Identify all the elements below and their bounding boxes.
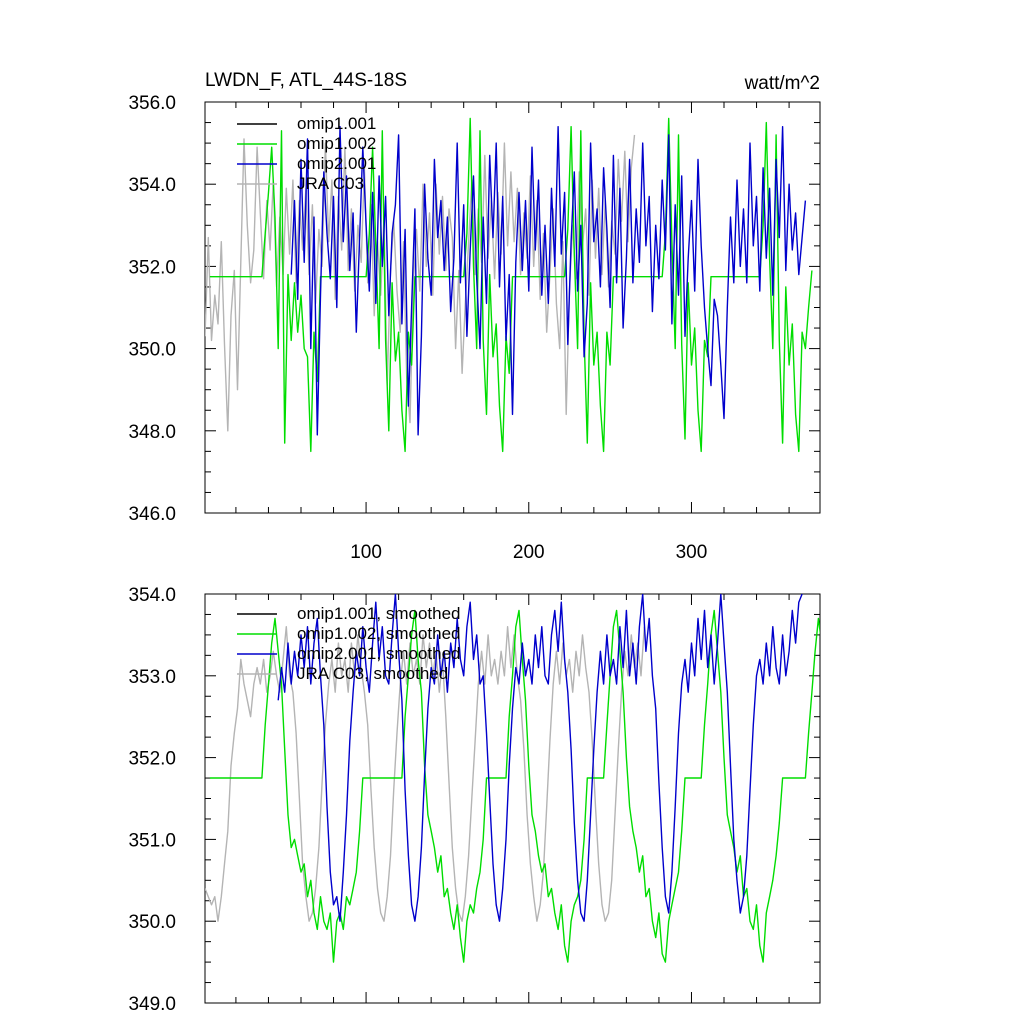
legend-label: JRA C03 (297, 174, 364, 193)
chart-title: LWDN_F, ATL_44S-18S (205, 70, 407, 91)
y-tick-label: 352.0 (128, 257, 176, 278)
y-tick-label: 346.0 (128, 504, 176, 525)
legend-label: omip2.001, smoothed (297, 644, 461, 663)
units-label: watt/m^2 (744, 73, 820, 94)
y-tick-label: 349.0 (128, 994, 176, 1015)
bottom-panel: 354.0 353.0 352.0 351.0 350.0 349.0 omip1.001,… (128, 585, 821, 1015)
series-line (290, 126, 807, 436)
legend-label: JRA C03, smoothed (297, 664, 448, 683)
series-line (209, 117, 813, 453)
x-tick-label: 200 (513, 542, 545, 563)
y-tick-label: 356.0 (128, 93, 176, 114)
series-line (205, 626, 645, 922)
legend-label: omip1.002, smoothed (297, 624, 461, 643)
legend-label: omip1.001, smoothed (297, 604, 461, 623)
y-tick-label: 354.0 (128, 175, 176, 196)
y-tick-label: 350.0 (128, 912, 176, 933)
top-panel: 356.0 354.0 352.0 350.0 348.0 346.0 100 200 300 o… (128, 93, 821, 563)
y-tick-label: 352.0 (128, 749, 176, 770)
series-line (277, 594, 803, 922)
y-tick-label: 350.0 (128, 340, 176, 361)
y-tick-label: 351.0 (128, 830, 176, 851)
y-tick-label: 348.0 (128, 422, 176, 443)
legend-label: omip1.001 (297, 114, 376, 133)
y-tick-label: 354.0 (128, 585, 176, 606)
y-tick-label: 353.0 (128, 667, 176, 688)
x-tick-label: 100 (350, 542, 382, 563)
legend-label: omip1.002 (297, 134, 376, 153)
legend-label: omip2.001 (297, 154, 376, 173)
x-tick-label: 300 (676, 542, 708, 563)
